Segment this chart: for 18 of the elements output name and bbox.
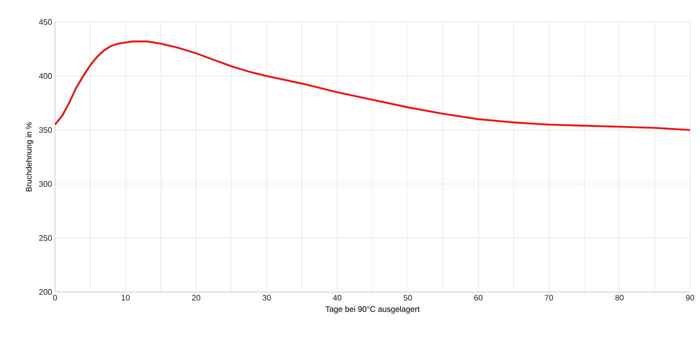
y-tick-label: 400	[38, 73, 52, 79]
x-tick-label: 20	[192, 294, 200, 301]
x-tick-label: 30	[262, 294, 271, 301]
x-tick-label: 90	[686, 294, 694, 301]
y-axis-title: Bruchdehnung in %	[26, 122, 34, 192]
x-tick-label: 10	[122, 294, 130, 301]
y-tick-label: 300	[39, 181, 52, 187]
y-tick-label: 250	[39, 235, 52, 241]
x-tick-label: 40	[332, 294, 342, 301]
x-tick-label: 80	[615, 294, 624, 301]
y-tick-label: 350	[39, 127, 52, 133]
x-axis-title: Tage bei 90°C ausgelagert	[325, 306, 420, 314]
x-tick-label: 0	[53, 294, 57, 301]
x-tick-label: 50	[404, 294, 412, 301]
y-tick-label: 450	[38, 19, 52, 25]
x-tick-label: 70	[544, 294, 554, 301]
y-tick-label: 200	[39, 289, 52, 295]
x-tick-label: 60	[474, 294, 482, 301]
